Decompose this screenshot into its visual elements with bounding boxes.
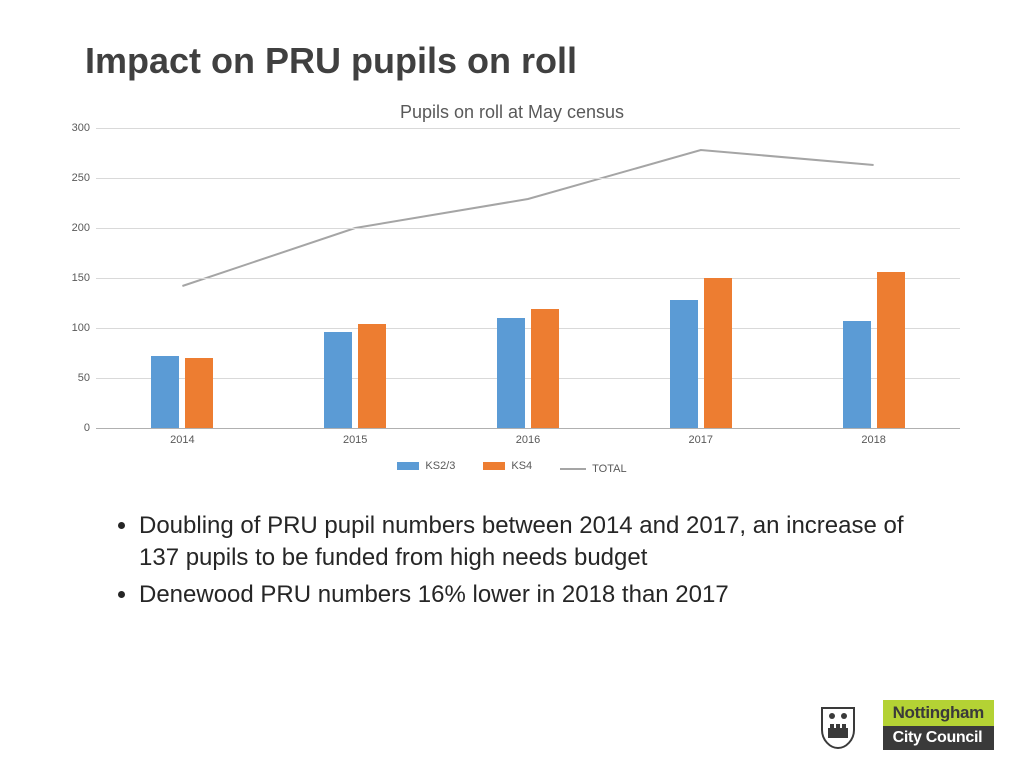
legend-item: TOTAL — [560, 463, 626, 475]
chart-subtitle: Pupils on roll at May census — [0, 102, 1024, 123]
grid-line — [96, 278, 960, 279]
y-tick-label: 100 — [50, 322, 90, 334]
bar-ks4 — [704, 278, 732, 428]
x-tick-label: 2016 — [516, 434, 540, 446]
legend-label: KS4 — [511, 460, 532, 472]
x-tick-label: 2017 — [689, 434, 713, 446]
bar-ks4 — [185, 358, 213, 428]
bar-ks4 — [531, 309, 559, 428]
legend: KS2/3 KS4 TOTAL — [0, 460, 1024, 475]
page-title: Impact on PRU pupils on roll — [85, 40, 577, 82]
grid-line — [96, 128, 960, 129]
plot-area — [96, 128, 960, 428]
legend-item: KS2/3 — [397, 460, 455, 472]
grid-line — [96, 378, 960, 379]
bullet-item: Doubling of PRU pupil numbers between 20… — [139, 510, 915, 575]
council-crest-icon — [818, 706, 858, 750]
y-tick-label: 250 — [50, 172, 90, 184]
legend-swatch — [483, 462, 505, 470]
y-tick-label: 150 — [50, 272, 90, 284]
bullet-item: Denewood PRU numbers 16% lower in 2018 t… — [139, 579, 915, 611]
bar-ks23 — [670, 300, 698, 428]
grid-line — [96, 328, 960, 329]
logo-line2: City Council — [883, 726, 994, 750]
bar-ks23 — [151, 356, 179, 428]
x-tick-label: 2018 — [861, 434, 885, 446]
bullet-list: Doubling of PRU pupil numbers between 20… — [115, 510, 915, 615]
bar-ks4 — [358, 324, 386, 428]
legend-label: TOTAL — [592, 463, 626, 475]
legend-swatch — [397, 462, 419, 470]
bar-ks4 — [877, 272, 905, 428]
bar-ks23 — [324, 332, 352, 428]
grid-line — [96, 178, 960, 179]
x-tick-label: 2015 — [343, 434, 367, 446]
grid-line — [96, 228, 960, 229]
x-tick-label: 2014 — [170, 434, 194, 446]
bar-ks23 — [843, 321, 871, 428]
x-axis-line — [96, 428, 960, 429]
y-tick-label: 300 — [50, 122, 90, 134]
y-tick-label: 200 — [50, 222, 90, 234]
line-total — [182, 150, 873, 286]
legend-label: KS2/3 — [425, 460, 455, 472]
bar-ks23 — [497, 318, 525, 428]
council-logo: Nottingham City Council — [883, 700, 994, 750]
y-tick-label: 0 — [50, 422, 90, 434]
legend-item: KS4 — [483, 460, 532, 472]
y-tick-label: 50 — [50, 372, 90, 384]
slide: Impact on PRU pupils on roll Pupils on r… — [0, 0, 1024, 768]
logo-line1: Nottingham — [883, 700, 994, 726]
chart: 05010015020025030020142015201620172018 — [60, 128, 960, 458]
legend-swatch — [560, 468, 586, 470]
